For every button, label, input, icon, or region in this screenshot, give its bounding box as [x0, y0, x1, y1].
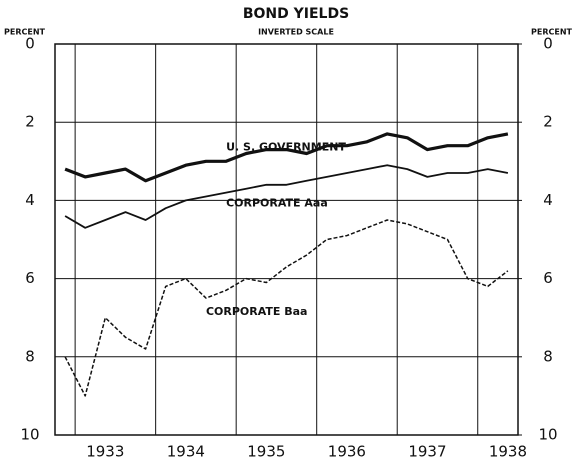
chart-subtitle: INVERTED SCALE [258, 28, 334, 37]
series-label: CORPORATE Baa [206, 305, 308, 318]
x-tick-label: 1935 [247, 443, 285, 461]
chart-title: BOND YIELDS [243, 6, 349, 22]
series-line [64, 164, 509, 229]
y-tick-label: 8 [25, 347, 35, 365]
y2-tick-label: 4 [543, 191, 553, 209]
series-line [64, 132, 509, 183]
y-tick-label: 4 [25, 191, 35, 209]
y-tick-label: 6 [25, 269, 35, 287]
x-tick-label: 1934 [167, 443, 205, 461]
series-label: U. S. GOVERNMENT [226, 140, 346, 153]
series-line [64, 219, 509, 397]
y-tick-label: 10 [20, 426, 39, 444]
y-axis-label: PERCENT [4, 28, 46, 37]
y-tick-label: 2 [25, 113, 35, 131]
y2-tick-label: 10 [538, 426, 557, 444]
plot-frame [54, 43, 519, 436]
x-tick-label: 1938 [489, 443, 527, 461]
y2-tick-label: 2 [543, 113, 553, 131]
x-tick-label: 1933 [86, 443, 124, 461]
y-tick-label: 0 [25, 35, 35, 53]
y2-tick-label: 6 [543, 269, 553, 287]
series-label: CORPORATE Aaa [226, 197, 328, 210]
y2-axis-label: PERCENT [531, 28, 573, 37]
x-tick-label: 1936 [328, 443, 366, 461]
y2-tick-label: 8 [543, 347, 553, 365]
x-tick-label: 1937 [408, 443, 446, 461]
y2-tick-label: 0 [543, 35, 553, 53]
